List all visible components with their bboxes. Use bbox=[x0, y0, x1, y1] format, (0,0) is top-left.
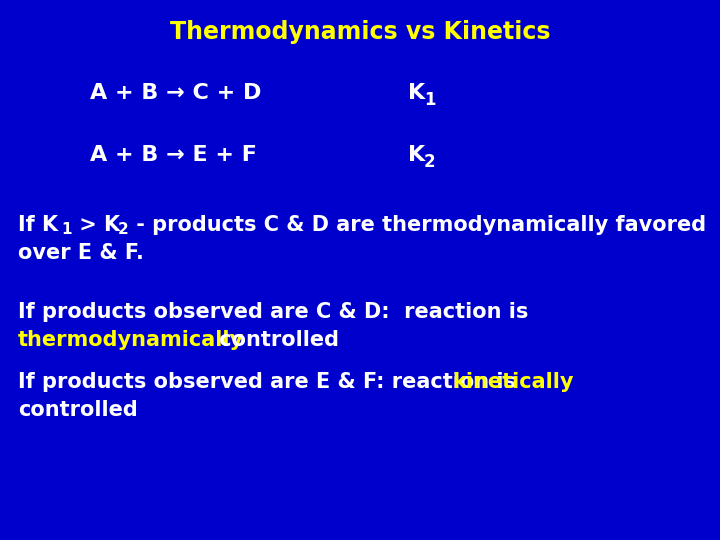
Text: Thermodynamics vs Kinetics: Thermodynamics vs Kinetics bbox=[170, 20, 550, 44]
Text: controlled: controlled bbox=[212, 330, 339, 350]
Text: K: K bbox=[408, 145, 425, 165]
Text: 2: 2 bbox=[118, 222, 129, 237]
Text: If K: If K bbox=[18, 215, 58, 235]
Text: 2: 2 bbox=[424, 153, 436, 171]
Text: 1: 1 bbox=[61, 222, 71, 237]
Text: If products observed are E & F: reaction is: If products observed are E & F: reaction… bbox=[18, 372, 523, 392]
Text: K: K bbox=[408, 83, 425, 103]
Text: controlled: controlled bbox=[18, 400, 138, 420]
Text: A + B → E + F: A + B → E + F bbox=[90, 145, 257, 165]
Text: over E & F.: over E & F. bbox=[18, 243, 144, 263]
Text: A + B → C + D: A + B → C + D bbox=[90, 83, 261, 103]
Text: > K: > K bbox=[72, 215, 120, 235]
Text: thermodynamically: thermodynamically bbox=[18, 330, 244, 350]
Text: - products C & D are thermodynamically favored: - products C & D are thermodynamically f… bbox=[129, 215, 706, 235]
Text: kinetically: kinetically bbox=[452, 372, 574, 392]
Text: 1: 1 bbox=[424, 91, 436, 109]
Text: If products observed are C & D:  reaction is: If products observed are C & D: reaction… bbox=[18, 302, 528, 322]
